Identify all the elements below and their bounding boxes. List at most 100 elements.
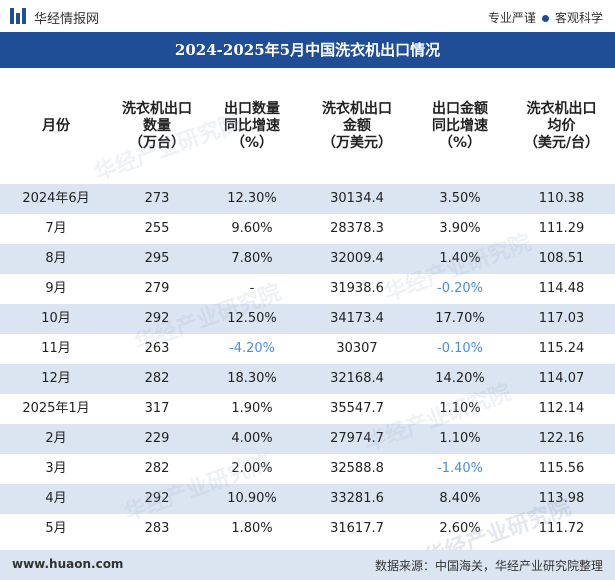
site-url: www.huaon.com: [12, 557, 124, 571]
column-header-amount: 洗衣机出口 金额 （万美元）: [322, 100, 392, 151]
cell-amount: 30307: [336, 341, 378, 356]
cell-amount-yoy: 1.10%: [439, 431, 481, 446]
cell-month: 2月: [45, 431, 67, 446]
cell-quantity-yoy: 10.90%: [227, 491, 277, 506]
cell-month: 3月: [45, 461, 67, 476]
table-row: 9月 279 - 31938.6 -0.20% 114.48: [0, 274, 615, 304]
cell-amount-yoy: 8.40%: [439, 491, 481, 506]
cell-price: 110.38: [538, 191, 585, 206]
column-header-amount-yoy: 出口金额 同比增速 （%）: [432, 100, 488, 151]
cell-amount: 31617.7: [330, 521, 384, 536]
cell-price: 108.51: [538, 251, 585, 266]
table-row: 11月 263 -4.20% 30307 -0.10% 115.24: [0, 334, 615, 364]
cell-quantity-yoy: 12.50%: [227, 311, 277, 326]
cell-amount: 31938.6: [330, 281, 384, 296]
cell-quantity: 283: [144, 521, 170, 536]
data-source: 数据来源：中国海关，华经产业研究院整理: [374, 559, 603, 573]
cell-quantity-yoy: 1.90%: [231, 401, 273, 416]
table-row: 4月 292 10.90% 33281.6 8.40% 113.98: [0, 484, 615, 514]
cell-quantity-yoy: 1.80%: [231, 521, 273, 536]
cell-amount: 30134.4: [330, 191, 384, 206]
dot-icon: [541, 14, 549, 22]
cell-amount-yoy: 14.20%: [435, 371, 485, 386]
cell-quantity: 295: [144, 251, 170, 266]
cell-quantity: 292: [144, 491, 170, 506]
cell-month: 8月: [45, 251, 67, 266]
cell-amount-yoy: 17.70%: [435, 311, 485, 326]
cell-amount: 32168.4: [330, 371, 384, 386]
cell-month: 2025年1月: [22, 401, 90, 416]
cell-amount: 33281.6: [330, 491, 384, 506]
cell-quantity-yoy: 9.60%: [231, 221, 273, 236]
cell-quantity-yoy: 4.00%: [231, 431, 273, 446]
cell-month: 2024年6月: [22, 191, 90, 206]
cell-quantity: 317: [144, 401, 170, 416]
cell-amount-yoy: 3.90%: [439, 221, 481, 236]
cell-month: 11月: [41, 341, 71, 356]
column-header-quantity: 洗衣机出口 数量 （万台）: [122, 100, 192, 151]
cell-price: 111.29: [538, 221, 585, 236]
table-row: 3月 282 2.00% 32588.8 -1.40% 115.56: [0, 454, 615, 484]
table-row: 2月 229 4.00% 27974.7 1.10% 122.16: [0, 424, 615, 454]
cell-amount-yoy: 1.40%: [439, 251, 481, 266]
column-header-month: 月份: [42, 117, 70, 134]
cell-month: 9月: [45, 281, 67, 296]
cell-amount: 35547.7: [330, 401, 384, 416]
cell-price: 114.48: [538, 281, 585, 296]
cell-quantity: 273: [144, 191, 170, 206]
brand-name: 华经情报网: [34, 12, 100, 27]
cell-month: 10月: [41, 311, 71, 326]
cell-price: 112.14: [538, 401, 585, 416]
cell-amount-yoy: 2.60%: [439, 521, 481, 536]
cell-quantity: 263: [144, 341, 170, 356]
slogan-part-2: 客观科学: [554, 11, 603, 25]
cell-price: 117.03: [538, 311, 585, 326]
cell-quantity: 282: [144, 371, 170, 386]
cell-amount-yoy: 1.10%: [439, 401, 481, 416]
cell-quantity-yoy: 12.30%: [227, 191, 277, 206]
table-row: 5月 283 1.80% 31617.7 2.60% 111.72: [0, 514, 615, 544]
page-title: 2024-2025年5月中国洗衣机出口情况: [0, 32, 615, 68]
top-bar: 华经情报网 专业严谨 客观科学: [0, 0, 615, 32]
footer: www.huaon.com 数据来源：中国海关，华经产业研究院整理: [0, 550, 615, 580]
cell-quantity-yoy: 7.80%: [231, 251, 273, 266]
table-row: 8月 295 7.80% 32009.4 1.40% 108.51: [0, 244, 615, 274]
table-row: 7月 255 9.60% 28378.3 3.90% 111.29: [0, 214, 615, 244]
cell-quantity: 255: [144, 221, 170, 236]
table-header: 月份 洗衣机出口 数量 （万台） 出口数量 同比增速 （%） 洗衣机出口 金额 …: [0, 68, 615, 184]
logo-icon: [10, 8, 28, 24]
cell-quantity-yoy: -: [249, 281, 255, 296]
cell-price: 111.72: [538, 521, 585, 536]
cell-price: 115.24: [538, 341, 585, 356]
cell-quantity-yoy: -4.20%: [229, 341, 275, 356]
column-header-quantity-yoy: 出口数量 同比增速 （%）: [224, 100, 280, 151]
table-row: 10月 292 12.50% 34173.4 17.70% 117.03: [0, 304, 615, 334]
cell-quantity-yoy: 18.30%: [227, 371, 277, 386]
cell-month: 12月: [41, 371, 71, 386]
cell-amount: 27974.7: [330, 431, 384, 446]
cell-amount: 28378.3: [330, 221, 384, 236]
slogan-part-1: 专业严谨: [487, 11, 536, 25]
cell-quantity-yoy: 2.00%: [231, 461, 273, 476]
cell-quantity: 282: [144, 461, 170, 476]
table-row: 2025年1月 317 1.90% 35547.7 1.10% 112.14: [0, 394, 615, 424]
cell-month: 5月: [45, 521, 67, 536]
table-row: 2024年6月 273 12.30% 30134.4 3.50% 110.38: [0, 184, 615, 214]
cell-amount-yoy: -0.20%: [437, 281, 483, 296]
cell-price: 113.98: [538, 491, 585, 506]
cell-amount-yoy: 3.50%: [439, 191, 481, 206]
cell-amount: 34173.4: [330, 311, 384, 326]
cell-month: 7月: [45, 221, 67, 236]
cell-amount: 32588.8: [330, 461, 384, 476]
cell-amount-yoy: -1.40%: [437, 461, 483, 476]
cell-amount-yoy: -0.10%: [437, 341, 483, 356]
cell-price: 122.16: [538, 431, 585, 446]
slogan: 专业严谨 客观科学: [488, 9, 603, 26]
cell-month: 4月: [45, 491, 67, 506]
cell-price: 115.56: [538, 461, 585, 476]
column-header-price: 洗衣机出口 均价 （美元/台）: [523, 100, 600, 151]
cell-amount: 32009.4: [330, 251, 384, 266]
cell-price: 114.07: [538, 371, 585, 386]
cell-quantity: 292: [144, 311, 170, 326]
table-row: 12月 282 18.30% 32168.4 14.20% 114.07: [0, 364, 615, 394]
